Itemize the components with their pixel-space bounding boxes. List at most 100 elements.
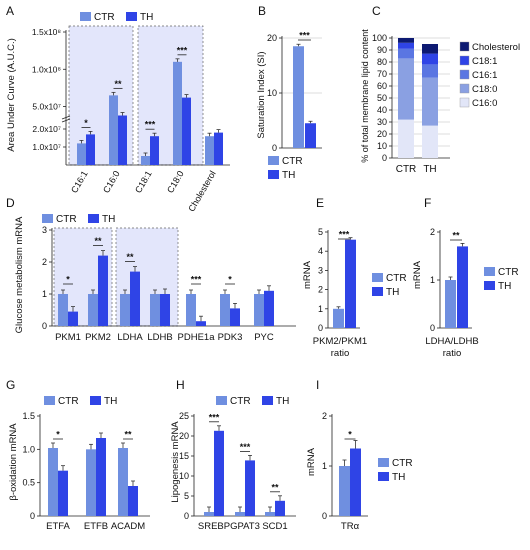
y-tick-label-F: 0 [430,323,435,333]
legend-swatch-H-ctr [216,396,227,405]
legend-swatch-D-th [88,214,99,223]
y-tick-label-G: 0 [30,511,35,521]
x-tick-label-c-1: TH [423,164,436,175]
legend-swatch-F-th [484,281,495,290]
legend-swatch-A-th [126,12,137,21]
bar-d-th-pyc [264,290,274,326]
legend-swatch-A-ctr [80,12,91,21]
y-axis-title-a: Area Under Curve (A.U.C.) [6,38,17,152]
x-tick-label-g-1: ETFB [84,521,108,532]
legend-swatch-c-c180 [459,83,470,94]
y-tick-label-E: 3 [318,265,323,275]
sig-a-1-label: ** [114,79,122,89]
sig-h-0-label: *** [209,412,220,422]
sig-f-label: ** [452,231,460,241]
bar-g-ctr-0 [48,448,58,516]
y-tick-label-D: 3 [42,225,47,235]
bar-c-th-c180 [422,77,438,126]
sig-a-0-label: * [84,118,88,128]
panel-letter-i: I [316,378,319,392]
x-tick-label-g-0: ETFA [46,521,70,532]
bar-g-th-0 [58,470,68,516]
legend-swatch-D-ctr [42,214,53,223]
legend-swatch-I-ctr [378,458,389,467]
legend-swatch-B-th [268,170,279,179]
y-tick-label-C: 90 [377,45,387,55]
bar-b-th [305,123,316,148]
x-tick-label-a-2: C18:1 [133,169,154,195]
y-tick-label-C: 80 [377,57,387,67]
legend-swatch-E-th [372,287,383,296]
bar-h-ctr-1 [235,512,245,516]
legend-swatch-H-th [262,396,273,405]
y-tick-label-G: 0.5 [22,478,35,488]
bar-a-ctr-0 [77,143,86,165]
bar-h-th-2 [275,500,285,516]
sig-g-2-label: ** [124,430,132,440]
bar-b-ctr [293,46,304,148]
y-axis-title-h: Lipogenesis mRNA [170,421,181,503]
y-tick-label-H: 5 [184,491,189,501]
bar-a-ctr-3 [173,61,182,166]
y-axis-title-i: mRNA [306,447,317,476]
bar-h-ctr-0 [204,512,214,516]
bar-c-ctr-c161 [398,48,414,59]
bar-e-th [345,239,356,328]
legend-label-A-ctr: CTR [94,12,115,23]
legend-label-c-c180: C18:0 [472,84,497,95]
x-tick-label-a-4: Cholesterol [186,169,217,213]
bar-d-ctr-pyc [254,294,264,326]
y-tick-label-C: 10 [377,141,387,151]
bar-h-ctr-2 [265,512,275,516]
axis-break-a [61,115,71,120]
legend-swatch-B-ctr [268,156,279,165]
panel-letter-c: C [372,4,381,18]
bar-c-th-cholesterol [422,44,438,54]
bar-c-ctr-cholesterol [398,38,414,43]
x-axis-title-f-2: ratio [443,348,461,359]
x-tick-label-c-0: CTR [396,164,417,175]
bar-d-ctr-ldhb [150,294,160,326]
legend-label-c-c181: C18:1 [472,56,497,67]
x-tick-label-a-1: C16:0 [101,169,122,195]
y-tick-label-a: 1.0x10⁷ [32,142,61,152]
x-axis-title-e: PKM2/PKM1 [313,336,367,347]
x-tick-label-g-2: ACADM [111,521,145,532]
bar-d-th-pdhe1a [196,321,206,326]
legend-label-c-c161: C16:1 [472,70,497,81]
y-tick-label-C: 50 [377,93,387,103]
legend-label-F-ctr: CTR [498,267,519,278]
y-tick-label-E: 2 [318,285,323,295]
y-tick-label-H: 10 [179,471,189,481]
y-tick-label-H: 0 [184,511,189,521]
y-tick-label-C: 0 [382,153,387,163]
y-tick-label-B: 20 [267,33,277,43]
legend-label-E-th: TH [386,287,399,298]
bar-i-ctr [339,466,350,516]
bar-a-th-3 [182,97,191,165]
bar-a-ctr-4 [205,136,214,165]
legend-label-H-th: TH [276,396,289,407]
y-tick-label-C: 60 [377,81,387,91]
y-tick-label-I: 1 [322,461,327,471]
bar-i-th [350,448,361,516]
panel-letter-a: A [6,4,14,18]
x-tick-label-h-1: GPAT3 [230,521,260,532]
y-tick-label-a: 5.0x10⁷ [32,102,61,112]
bar-c-ctr-c180 [398,58,414,120]
y-tick-label-C: 20 [377,129,387,139]
legend-swatch-I-th [378,472,389,481]
bar-a-th-4 [214,132,223,165]
legend-swatch-c-cholesterol [459,41,470,52]
y-tick-label-E: 4 [318,246,323,256]
legend-swatch-G-th [90,396,101,405]
bar-d-th-pkm1 [68,311,78,326]
y-tick-label-H: 15 [179,451,189,461]
panel-letter-e: E [316,196,324,210]
legend-swatch-G-ctr [44,396,55,405]
y-tick-label-D: 1 [42,289,47,299]
y-tick-label-E: 5 [318,227,323,237]
x-tick-label-d-0: PKM1 [55,332,81,343]
x-tick-label-h-2: SCD1 [262,521,287,532]
sig-h-2-label: ** [271,482,279,492]
